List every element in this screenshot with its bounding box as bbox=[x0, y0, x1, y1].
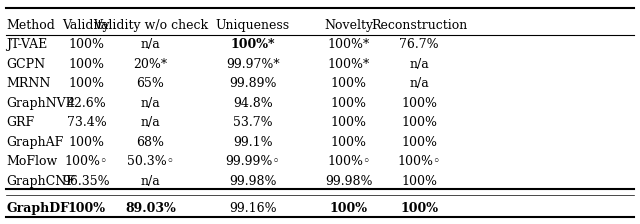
Text: 100%: 100% bbox=[330, 202, 368, 215]
Text: 42.6%: 42.6% bbox=[67, 97, 106, 110]
Text: Reconstruction: Reconstruction bbox=[371, 19, 467, 32]
Text: 89.03%: 89.03% bbox=[125, 202, 176, 215]
Text: Uniqueness: Uniqueness bbox=[216, 19, 290, 32]
Text: 100%: 100% bbox=[67, 202, 106, 215]
Text: n/a: n/a bbox=[410, 58, 429, 71]
Text: 100%: 100% bbox=[331, 116, 367, 129]
Text: GCPN: GCPN bbox=[6, 58, 45, 71]
Text: 100%: 100% bbox=[401, 136, 437, 149]
Text: 100%◦: 100%◦ bbox=[397, 155, 441, 168]
Text: 99.98%: 99.98% bbox=[325, 175, 372, 188]
Text: 100%: 100% bbox=[331, 77, 367, 90]
Text: GraphCNF: GraphCNF bbox=[6, 175, 76, 188]
Text: 68%: 68% bbox=[136, 136, 164, 149]
Text: n/a: n/a bbox=[410, 77, 429, 90]
Text: 100%: 100% bbox=[401, 116, 437, 129]
Text: n/a: n/a bbox=[141, 38, 160, 51]
Text: 100%*: 100%* bbox=[328, 38, 370, 51]
Text: 100%: 100% bbox=[331, 136, 367, 149]
Text: MoFlow: MoFlow bbox=[6, 155, 58, 168]
Text: 100%: 100% bbox=[400, 202, 438, 215]
Text: 100%: 100% bbox=[68, 38, 104, 51]
Text: Validity w/o check: Validity w/o check bbox=[93, 19, 208, 32]
Text: 65%: 65% bbox=[136, 77, 164, 90]
Text: 100%◦: 100%◦ bbox=[327, 155, 371, 168]
Text: Novelty: Novelty bbox=[324, 19, 373, 32]
Text: 100%: 100% bbox=[68, 58, 104, 71]
Text: n/a: n/a bbox=[141, 116, 160, 129]
Text: 100%: 100% bbox=[331, 97, 367, 110]
Text: 99.16%: 99.16% bbox=[229, 202, 276, 215]
Text: JT-VAE: JT-VAE bbox=[6, 38, 47, 51]
Text: 99.99%◦: 99.99%◦ bbox=[225, 155, 280, 168]
Text: 100%: 100% bbox=[68, 136, 104, 149]
Text: 96.35%: 96.35% bbox=[63, 175, 110, 188]
Text: GraphAF: GraphAF bbox=[6, 136, 63, 149]
Text: 20%*: 20%* bbox=[133, 58, 168, 71]
Text: 94.8%: 94.8% bbox=[233, 97, 273, 110]
Text: Validity: Validity bbox=[63, 19, 110, 32]
Text: 99.97%*: 99.97%* bbox=[226, 58, 280, 71]
Text: 50.3%◦: 50.3%◦ bbox=[127, 155, 174, 168]
Text: GRF: GRF bbox=[6, 116, 35, 129]
Text: 99.98%: 99.98% bbox=[229, 175, 276, 188]
Text: 100%: 100% bbox=[401, 97, 437, 110]
Text: GraphDF: GraphDF bbox=[6, 202, 69, 215]
Text: 100%*: 100%* bbox=[328, 58, 370, 71]
Text: n/a: n/a bbox=[141, 175, 160, 188]
Text: 73.4%: 73.4% bbox=[67, 116, 106, 129]
Text: 100%*: 100%* bbox=[230, 38, 275, 51]
Text: 100%◦: 100%◦ bbox=[65, 155, 108, 168]
Text: 99.1%: 99.1% bbox=[233, 136, 273, 149]
Text: 76.7%: 76.7% bbox=[399, 38, 439, 51]
Text: 100%: 100% bbox=[68, 77, 104, 90]
Text: Method: Method bbox=[6, 19, 55, 32]
Text: 100%: 100% bbox=[401, 175, 437, 188]
Text: 53.7%: 53.7% bbox=[233, 116, 273, 129]
Text: n/a: n/a bbox=[141, 97, 160, 110]
Text: GraphNVP: GraphNVP bbox=[6, 97, 74, 110]
Text: 99.89%: 99.89% bbox=[229, 77, 276, 90]
Text: MRNN: MRNN bbox=[6, 77, 51, 90]
